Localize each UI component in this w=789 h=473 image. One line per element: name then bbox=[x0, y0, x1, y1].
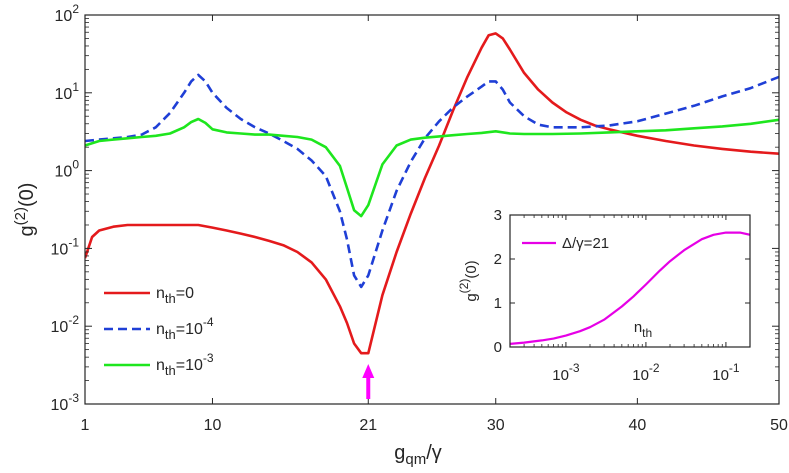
inset-chart: 10-3 10-2 10-1 0 1 2 3 nth​ g(2)​(0) Δ/γ=21 bbox=[457, 207, 751, 384]
y-axis-title: g(2)​(0) bbox=[12, 183, 38, 237]
y-tick-label: 10-3 bbox=[51, 391, 80, 414]
inset-series-line bbox=[510, 231, 750, 345]
x-tick-label: 1 bbox=[81, 417, 90, 434]
inset-y-tick-label: 3 bbox=[494, 207, 502, 224]
x-tick-label: 40 bbox=[628, 417, 646, 434]
x-tick-label: 50 bbox=[770, 417, 788, 434]
y-tick-label: 10-1 bbox=[51, 235, 80, 258]
inset-x-tick-label: 10-1 bbox=[712, 361, 740, 384]
inset-x-axis-title: nth​ bbox=[634, 319, 652, 340]
y-tick-label: 10-2 bbox=[51, 313, 80, 336]
inset-y-tick-label: 1 bbox=[494, 295, 502, 312]
legend-label-3: nth=10-3 bbox=[156, 351, 214, 378]
x-tick-label: 21 bbox=[359, 417, 377, 434]
series-line-2 bbox=[85, 73, 779, 289]
inset-y-tick-label: 0 bbox=[494, 339, 502, 356]
inset-y-tick-label: 2 bbox=[494, 251, 502, 268]
series-line-3 bbox=[85, 117, 779, 218]
legend-label-2: nth=10-4 bbox=[156, 315, 214, 342]
y-tick-label: 100 bbox=[55, 158, 80, 181]
x-axis-title: gqm​/γ bbox=[394, 442, 442, 468]
y-tick-label: 101 bbox=[55, 80, 80, 103]
inset-legend-label: Δ/γ=21 bbox=[562, 235, 609, 252]
legend-label-1: nth=0 bbox=[156, 285, 194, 306]
main-frame bbox=[84, 14, 780, 405]
inset-x-tick-label: 10-3 bbox=[552, 361, 580, 384]
inset-x-tick-label: 10-2 bbox=[632, 361, 660, 384]
y-tick-label: 102 bbox=[55, 2, 80, 25]
annotation-arrow-head bbox=[362, 364, 375, 378]
inset-frame bbox=[509, 214, 751, 348]
x-tick-label: 10 bbox=[204, 417, 222, 434]
series-line-1 bbox=[85, 32, 779, 355]
inset-y-axis-title: g(2)​(0) bbox=[457, 260, 480, 301]
x-tick-label: 30 bbox=[487, 417, 505, 434]
